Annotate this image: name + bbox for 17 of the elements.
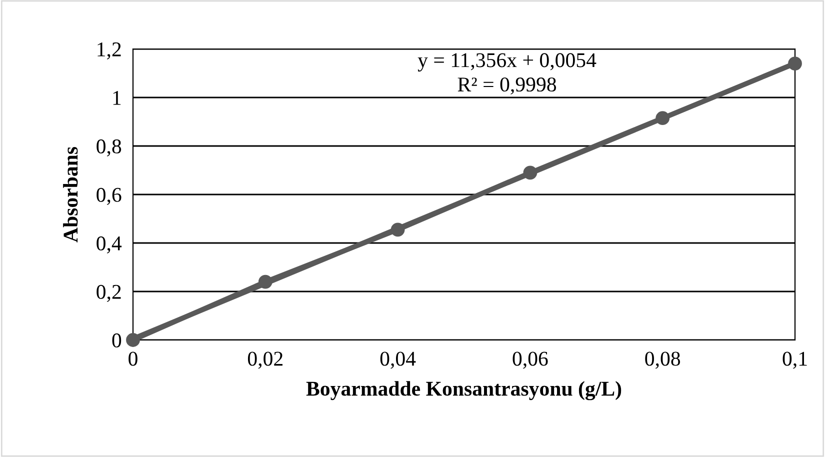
y-tick-label: 0,6 <box>96 188 122 205</box>
x-axis-title: Boyarmadde Konsantrasyonu (g/L) <box>306 381 622 400</box>
y-tick-label: 0,2 <box>96 284 121 302</box>
y-tick-label: 1,2 <box>98 42 121 60</box>
x-tick-label: 0,06 <box>512 352 548 369</box>
y-axis-title: Absorbans <box>63 146 78 242</box>
y-tick-label: 1 <box>113 90 121 105</box>
y-tick-label: 0 <box>112 333 122 348</box>
x-tick-label: 0,02 <box>248 352 282 369</box>
x-tick-label: 0 <box>128 352 138 366</box>
y-tick-label: 0,8 <box>96 139 122 156</box>
x-tick-label: 0,1 <box>782 352 807 369</box>
annotation: R² = 0,9998 <box>458 77 556 95</box>
x-tick-label: 0,04 <box>380 352 416 369</box>
y-tick-label: 0,4 <box>96 236 122 254</box>
annotation: y = 11,356x + 0,0054 <box>418 53 596 72</box>
x-tick-label: 0,08 <box>645 352 680 369</box>
